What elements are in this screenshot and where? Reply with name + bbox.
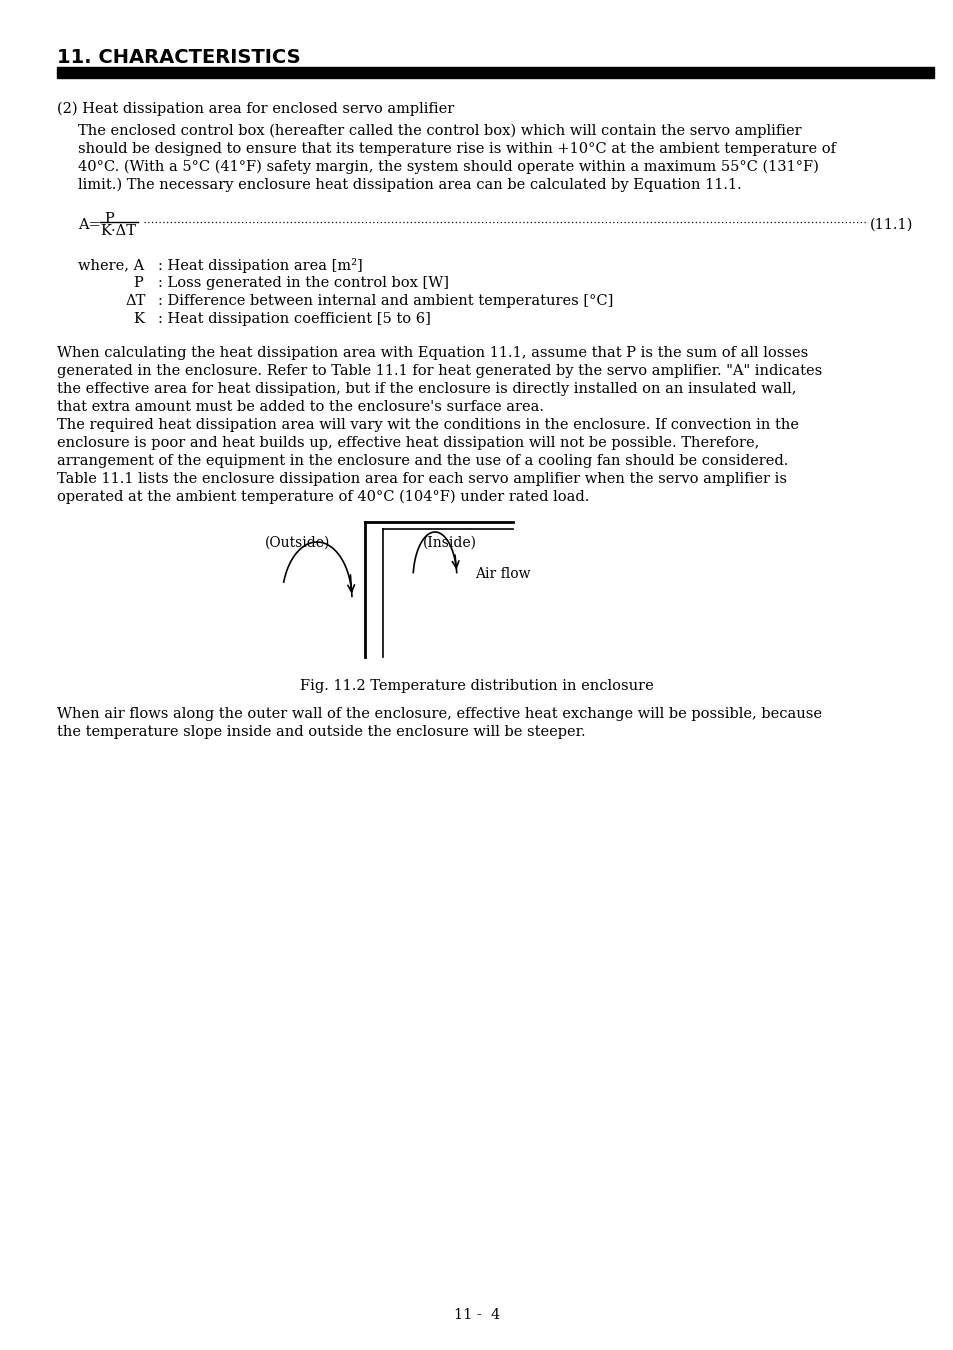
Text: 40°C. (With a 5°C (41°F) safety margin, the system should operate within a maxim: 40°C. (With a 5°C (41°F) safety margin, … [78, 161, 818, 174]
Text: limit.) The necessary enclosure heat dissipation area can be calculated by Equat: limit.) The necessary enclosure heat dis… [78, 178, 741, 193]
Text: When air flows along the outer wall of the enclosure, effective heat exchange wi: When air flows along the outer wall of t… [57, 707, 821, 721]
Text: where, A: where, A [78, 258, 144, 271]
Text: : Heat dissipation coefficient [5 to 6]: : Heat dissipation coefficient [5 to 6] [158, 312, 431, 325]
Text: The required heat dissipation area will vary wit the conditions in the enclosure: The required heat dissipation area will … [57, 418, 799, 432]
Text: P: P [104, 212, 113, 225]
Text: When calculating the heat dissipation area with Equation 11.1, assume that P is : When calculating the heat dissipation ar… [57, 346, 807, 360]
Text: the temperature slope inside and outside the enclosure will be steeper.: the temperature slope inside and outside… [57, 725, 585, 738]
Text: generated in the enclosure. Refer to Table 11.1 for heat generated by the servo : generated in the enclosure. Refer to Tab… [57, 364, 821, 378]
Text: that extra amount must be added to the enclosure's surface area.: that extra amount must be added to the e… [57, 400, 543, 414]
Text: the effective area for heat dissipation, but if the enclosure is directly instal: the effective area for heat dissipation,… [57, 382, 796, 396]
Text: A=: A= [78, 217, 101, 232]
Text: : Heat dissipation area [m²]: : Heat dissipation area [m²] [158, 258, 362, 273]
Text: (11.1): (11.1) [869, 217, 912, 232]
Text: arrangement of the equipment in the enclosure and the use of a cooling fan shoul: arrangement of the equipment in the encl… [57, 454, 787, 468]
Text: P: P [132, 275, 143, 290]
Text: Table 11.1 lists the enclosure dissipation area for each servo amplifier when th: Table 11.1 lists the enclosure dissipati… [57, 472, 786, 486]
Text: : Difference between internal and ambient temperatures [°C]: : Difference between internal and ambien… [158, 294, 613, 308]
Text: K: K [132, 312, 144, 325]
Bar [57, 68, 933, 78]
Text: operated at the ambient temperature of 40°C (104°F) under rated load.: operated at the ambient temperature of 4… [57, 490, 589, 505]
Text: ΔT: ΔT [125, 294, 145, 308]
Text: Air flow: Air flow [475, 567, 530, 582]
Text: (Outside): (Outside) [265, 536, 330, 549]
Text: 11. CHARACTERISTICS: 11. CHARACTERISTICS [57, 49, 300, 68]
Text: 11 -  4: 11 - 4 [454, 1308, 499, 1322]
Text: enclosure is poor and heat builds up, effective heat dissipation will not be pos: enclosure is poor and heat builds up, ef… [57, 436, 759, 450]
Text: : Loss generated in the control box [W]: : Loss generated in the control box [W] [158, 275, 449, 290]
Text: Fig. 11.2 Temperature distribution in enclosure: Fig. 11.2 Temperature distribution in en… [300, 679, 653, 693]
Text: The enclosed control box (hereafter called the control box) which will contain t: The enclosed control box (hereafter call… [78, 124, 801, 139]
Text: (2) Heat dissipation area for enclosed servo amplifier: (2) Heat dissipation area for enclosed s… [57, 103, 454, 116]
Text: should be designed to ensure that its temperature rise is within +10°C at the am: should be designed to ensure that its te… [78, 142, 835, 157]
Text: K·ΔT: K·ΔT [100, 224, 136, 238]
Text: (Inside): (Inside) [422, 536, 476, 549]
